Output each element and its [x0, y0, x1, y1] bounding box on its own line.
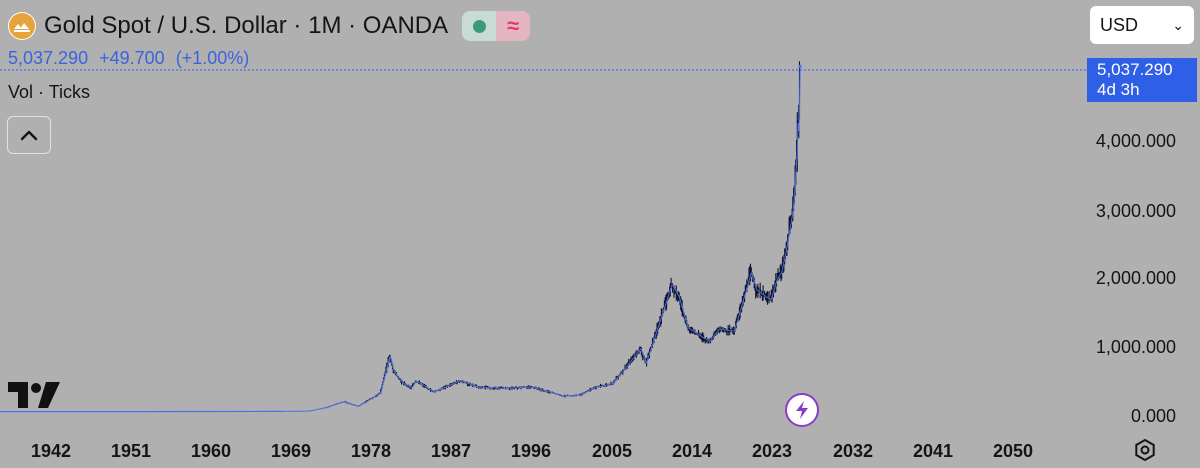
tradingview-logo[interactable] [8, 382, 60, 415]
price-series [0, 61, 802, 413]
badge-price: 5,037.290 [1097, 60, 1173, 79]
x-tick-label: 2041 [912, 441, 954, 461]
volume-indicator-label[interactable]: Vol · Ticks [8, 82, 91, 102]
x-tick-label: 1978 [350, 441, 392, 461]
collapse-indicators-button[interactable] [7, 116, 51, 154]
last-price: 5,037.290 [8, 48, 89, 68]
delayed-data-icon[interactable]: ≈ [496, 11, 531, 41]
lightning-bolt-icon[interactable] [785, 393, 819, 427]
gold-coins-icon [8, 12, 36, 40]
status-dot-icon [472, 19, 486, 33]
series-candles [282, 61, 801, 412]
badge-countdown: 4d 3h [1097, 80, 1140, 99]
x-tick-label: 2005 [591, 441, 633, 461]
x-tick-label: 1996 [510, 441, 552, 461]
market-status-pill[interactable]: ≈ [462, 11, 531, 41]
series-line [282, 66, 801, 412]
chart-header: Gold Spot / U.S. Dollar · 1M · OANDA ≈ [8, 8, 531, 44]
y-tick-label: 1,000.000 [1095, 337, 1176, 357]
price-change-percent: (+1.00%) [175, 48, 250, 68]
gear-icon[interactable] [1133, 438, 1157, 467]
x-tick-label: 1960 [190, 441, 232, 461]
x-tick-label: 2032 [832, 441, 874, 461]
currency-selected-value: USD [1100, 14, 1139, 35]
price-change: +49.700 [99, 48, 165, 68]
x-tick-label: 2050 [992, 441, 1034, 461]
chevron-up-icon [20, 130, 38, 141]
y-tick-label: 2,000.000 [1095, 268, 1176, 288]
x-tick-label: 1987 [430, 441, 472, 461]
last-price-badge: 5,037.290 4d 3h [1087, 58, 1197, 102]
chevron-down-icon: ⌄ [1172, 16, 1184, 33]
price-summary: 5,037.290 +49.700 (+1.00%) [8, 48, 255, 69]
market-open-indicator[interactable] [462, 11, 497, 41]
x-tick-label: 1942 [30, 441, 72, 461]
x-tick-label: 1951 [110, 441, 152, 461]
last-price-point [798, 64, 802, 68]
currency-select[interactable]: USD ⌄ [1090, 6, 1194, 44]
symbol-title[interactable]: Gold Spot / U.S. Dollar · 1M · OANDA [44, 12, 449, 39]
y-tick-label: 3,000.000 [1095, 201, 1176, 221]
x-tick-label: 2023 [751, 441, 793, 461]
y-tick-label: 4,000.000 [1095, 131, 1176, 151]
x-tick-label: 2014 [671, 441, 713, 461]
x-tick-label: 1969 [270, 441, 312, 461]
y-tick-label: 0.000 [1130, 406, 1176, 426]
